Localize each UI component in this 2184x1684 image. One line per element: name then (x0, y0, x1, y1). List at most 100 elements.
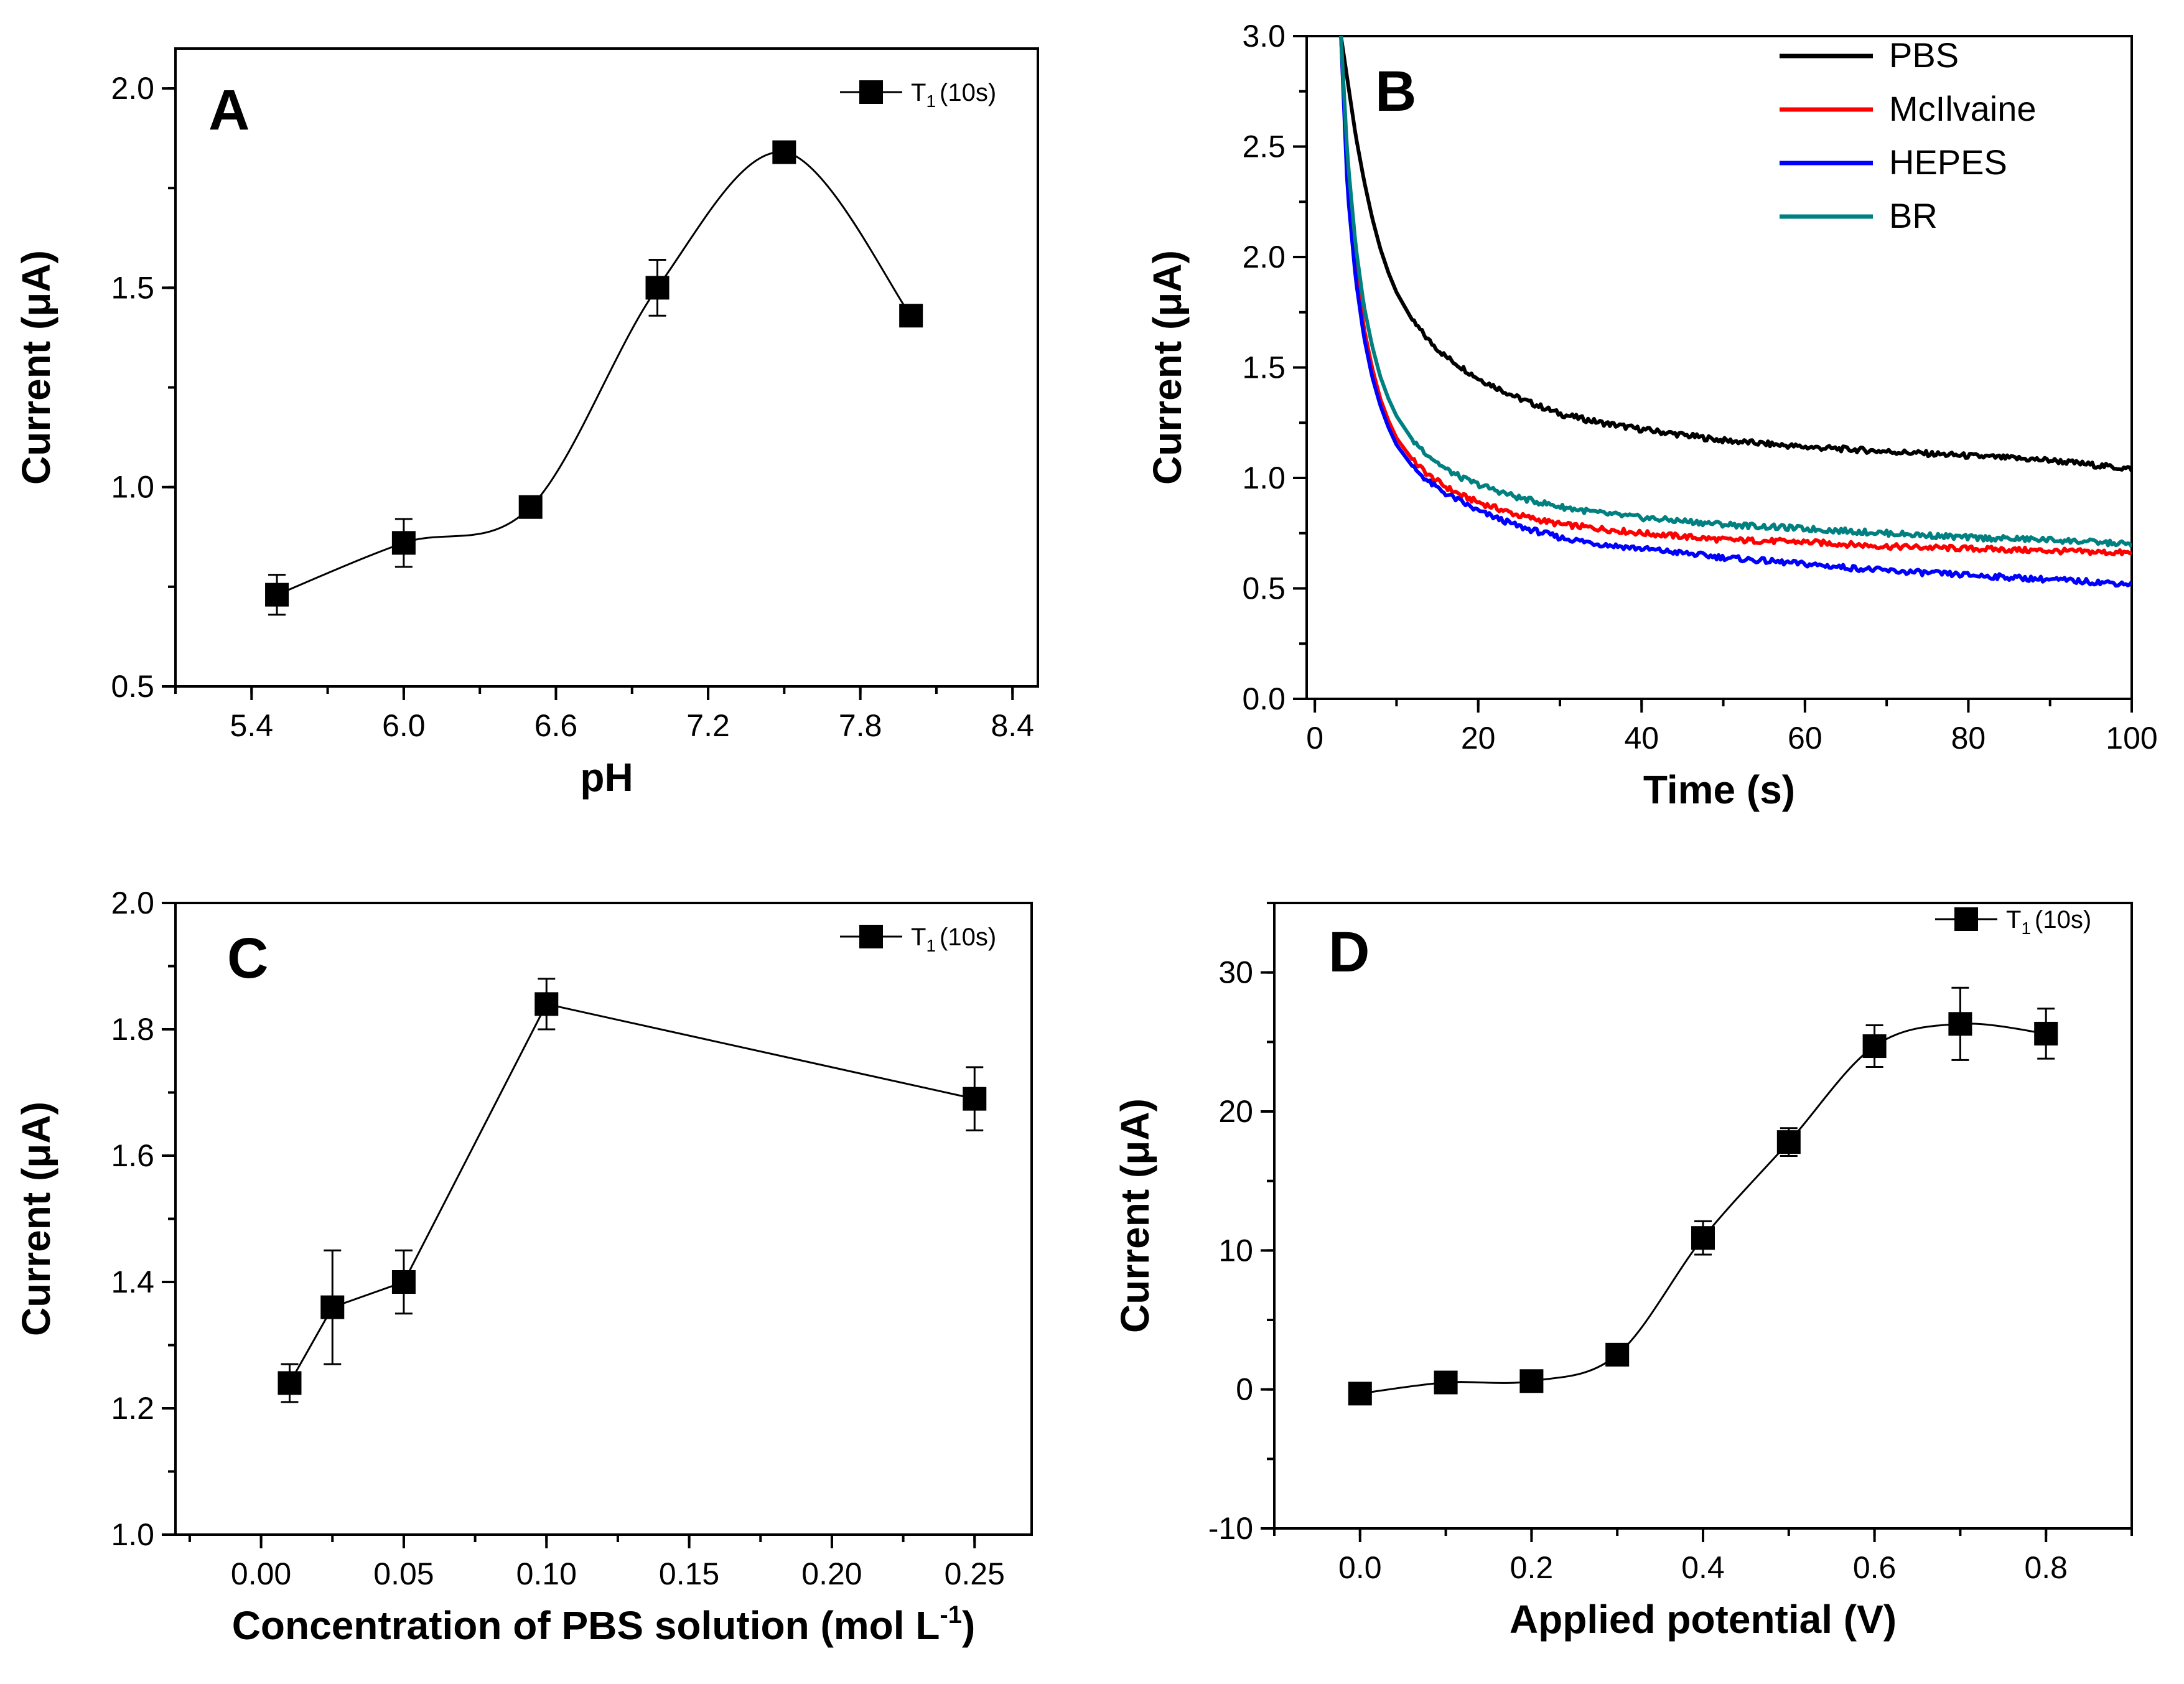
x-tick-label: 20 (1461, 721, 1496, 755)
x-tick-label: 0.10 (516, 1556, 577, 1591)
legend-symbol: T (911, 924, 926, 951)
x-axis-title: Concentration of PBS solution (mol L-1) (232, 1601, 976, 1648)
legend: T1 (10s) (840, 924, 996, 955)
legend-label: T1 (10s) (911, 924, 996, 955)
y-tick-label: 0 (1236, 1372, 1253, 1407)
legend: PBS McIlvaine HEPES BR (1780, 35, 2037, 235)
legend-marker (859, 80, 883, 104)
data-point (391, 531, 416, 555)
legend-symbol: T (911, 79, 926, 106)
y-tick-label: 2.0 (111, 886, 154, 920)
x-tick-label: 5.4 (230, 708, 274, 743)
y-tick-label: 0.5 (111, 669, 154, 704)
panel-letter: A (208, 78, 250, 142)
x-axis-title: Applied potential (V) (1510, 1597, 1897, 1642)
x-tick-label: 0.0 (1338, 1550, 1382, 1585)
x-tick-label: 0.05 (373, 1556, 434, 1591)
data-point (278, 1371, 302, 1395)
plot-frame (174, 47, 1039, 688)
x-tick-label: 7.2 (686, 708, 730, 743)
x-axis-title-end: ) (962, 1603, 975, 1648)
y-tick-label: 20 (1218, 1094, 1253, 1129)
series-hepes-line (1339, 36, 2132, 588)
x-tick-label: 0.20 (801, 1556, 862, 1591)
plot-area (265, 140, 923, 616)
legend-subscript: 1 (2021, 919, 2031, 938)
y-tick-label: 1.0 (111, 470, 154, 505)
data-point (963, 1087, 987, 1111)
y-tick-label: 1.0 (1242, 461, 1286, 495)
data-point (2034, 1021, 2058, 1045)
legend-label: T1 (10s) (911, 79, 996, 111)
y-tick-label: 30 (1218, 955, 1253, 990)
x-tick-label: 0.15 (659, 1556, 719, 1591)
legend-subscript: 1 (926, 936, 936, 955)
y-tick-label: 1.4 (111, 1265, 154, 1299)
data-point (772, 140, 796, 164)
y-tick-label: 1.6 (111, 1138, 154, 1173)
x-tick-label: 0.2 (1510, 1550, 1554, 1585)
data-point (1862, 1034, 1887, 1059)
x-tick-label: 6.0 (382, 708, 426, 743)
legend-label: BR (1889, 196, 1938, 235)
y-axis-title: Current (μA) (1113, 1098, 1157, 1333)
data-point (1348, 1382, 1372, 1406)
x-tick-label: 0.8 (2024, 1550, 2068, 1585)
y-axis-title: Current (μA) (14, 1102, 58, 1336)
panel-letter: D (1328, 920, 1370, 984)
legend-marker (1954, 907, 1978, 931)
series-pbs-line (1339, 36, 2132, 472)
y-tick-label: 0.0 (1242, 681, 1286, 716)
legend-symbol: T (2006, 906, 2021, 933)
data-point (1776, 1130, 1801, 1154)
x-axis-title: Time (s) (1643, 767, 1795, 812)
x-tick-label: 100 (2106, 721, 2157, 755)
x-axis-title: pH (580, 755, 633, 800)
series-mcilvaine-line (1339, 36, 2132, 556)
legend-subscript: 1 (926, 91, 936, 111)
y-tick-label: 2.0 (111, 71, 154, 106)
panel-d: 0.0 0.2 0.4 0.6 0.8 -10 0 10 20 30 Applied potenti… (1113, 902, 2133, 1642)
data-point (1519, 1369, 1544, 1393)
y-tick-label: 1.5 (1242, 350, 1286, 385)
y-tick-label: -10 (1208, 1511, 1253, 1546)
legend: T1 (10s) (840, 79, 996, 111)
data-point (534, 992, 559, 1016)
legend: T1 (10s) (1935, 906, 2091, 938)
legend-label: PBS (1889, 35, 1959, 75)
plot-area (278, 978, 987, 1403)
data-point (265, 582, 289, 607)
x-tick-label: 40 (1624, 721, 1659, 755)
x-tick-label: 60 (1788, 721, 1822, 755)
y-tick-label: 10 (1218, 1233, 1253, 1268)
y-tick-label: 0.5 (1242, 571, 1286, 606)
panel-b: 0 20 40 60 80 100 0.0 0.5 1.0 1.5 2.0 2.5 3.0 Time (s… (1145, 19, 2158, 812)
legend-marker (859, 925, 883, 948)
x-tick-label: 0.6 (1853, 1550, 1897, 1585)
y-tick-label: 1.0 (111, 1517, 154, 1552)
data-point (899, 304, 923, 328)
data-point (391, 1270, 416, 1294)
y-axis-title: Current (μA) (14, 250, 58, 485)
legend-suffix: (10s) (940, 79, 996, 106)
plot-area (1339, 36, 2132, 588)
x-tick-label: 7.8 (839, 708, 882, 743)
panel-letter: C (227, 927, 268, 990)
y-axis-title: Current (μA) (1145, 250, 1190, 485)
x-axis-title-text: Applied potential (V) (1510, 1597, 1897, 1642)
x-axis-title-text: Time (s) (1643, 767, 1795, 812)
x-tick-label: 0.25 (945, 1556, 1005, 1591)
legend-label: McIlvaine (1889, 89, 2037, 128)
x-tick-label: 80 (1951, 721, 1986, 755)
x-tick-label: 8.4 (991, 708, 1034, 743)
data-point (1948, 1012, 1972, 1036)
panel-c: 0.00 0.05 0.10 0.15 0.20 0.25 1.0 1.2 1.4 1.6 1.8 2… (14, 886, 1033, 1648)
data-point (518, 495, 543, 519)
y-tick-label: 1.8 (111, 1012, 154, 1047)
x-axis-title-text: Concentration of PBS solution (mol L (232, 1603, 940, 1648)
legend-label: T1 (10s) (2006, 906, 2091, 938)
y-tick-label: 2.5 (1242, 129, 1286, 164)
y-tick-label: 2.0 (1242, 240, 1286, 274)
x-axis-title-text: pH (580, 755, 633, 800)
